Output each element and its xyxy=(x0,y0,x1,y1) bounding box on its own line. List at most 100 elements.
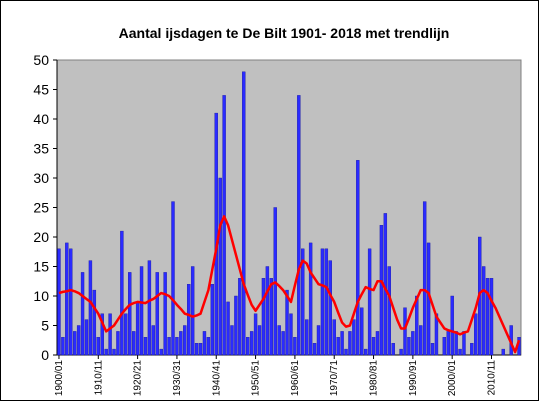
bar xyxy=(108,313,112,356)
bar xyxy=(151,325,156,356)
bar xyxy=(159,348,163,356)
bar xyxy=(120,230,124,356)
bar xyxy=(363,348,368,356)
bar xyxy=(143,337,148,356)
bar xyxy=(375,331,380,356)
bar xyxy=(332,319,336,356)
bar xyxy=(419,325,423,356)
bar xyxy=(371,337,376,356)
bar xyxy=(301,248,305,356)
x-tick-label: 1970/71 xyxy=(329,360,340,397)
bar xyxy=(269,278,273,356)
bar xyxy=(320,248,325,356)
y-tick-label: 35 xyxy=(33,141,49,157)
bar xyxy=(316,325,321,356)
bar xyxy=(442,337,447,356)
bar xyxy=(80,272,85,356)
bar xyxy=(226,301,230,356)
bar xyxy=(344,348,348,356)
y-tick-label: 50 xyxy=(33,52,49,68)
x-tick-label: 2010/11 xyxy=(487,360,498,396)
bar xyxy=(96,337,100,356)
bar xyxy=(139,266,144,356)
x-tick-label: 1940/41 xyxy=(211,360,222,397)
bar xyxy=(76,325,81,356)
bar xyxy=(100,313,104,356)
bar xyxy=(183,325,187,356)
bar xyxy=(360,307,364,356)
bar xyxy=(61,337,65,356)
bar xyxy=(163,272,167,356)
bar xyxy=(391,343,395,356)
bar xyxy=(249,331,254,356)
bar xyxy=(124,313,128,356)
bar xyxy=(206,337,211,356)
trend-line xyxy=(58,215,521,354)
bar xyxy=(336,337,340,356)
bar xyxy=(234,295,238,356)
bar xyxy=(57,248,61,356)
bar xyxy=(399,348,403,356)
x-tick-label: 1910/11 xyxy=(93,360,104,396)
bar xyxy=(92,289,97,356)
bar xyxy=(218,177,222,356)
bar xyxy=(253,313,258,356)
bar xyxy=(194,343,199,356)
bar xyxy=(387,266,391,356)
bar xyxy=(446,331,450,356)
bar xyxy=(155,272,159,356)
y-tick-label: 30 xyxy=(33,170,49,186)
y-tick-label: 25 xyxy=(33,200,49,216)
bar xyxy=(65,242,69,356)
bar xyxy=(348,331,352,356)
bar xyxy=(135,301,140,356)
bar xyxy=(415,295,419,356)
bar xyxy=(277,325,281,356)
bar xyxy=(293,337,297,356)
bar xyxy=(470,343,474,356)
bar xyxy=(501,348,505,356)
bar xyxy=(454,331,458,356)
y-tick-label: 20 xyxy=(33,229,49,245)
bar xyxy=(230,325,234,356)
y-tick-label: 40 xyxy=(33,111,49,127)
chart-title: Aantal ijsdagen te De Bilt 1901- 2018 me… xyxy=(119,25,450,41)
y-tick-label: 15 xyxy=(33,259,49,275)
bar xyxy=(116,331,120,356)
bar xyxy=(73,331,77,356)
y-tick-label: 10 xyxy=(33,288,49,304)
bar xyxy=(190,266,195,356)
bar xyxy=(88,260,93,356)
bar xyxy=(474,313,478,356)
bar xyxy=(246,337,250,356)
bar xyxy=(210,284,215,356)
x-tick-label: 1990/91 xyxy=(408,360,419,397)
bar xyxy=(489,278,494,356)
bar xyxy=(430,343,435,356)
y-tick-label: 0 xyxy=(41,347,49,363)
bar xyxy=(175,337,179,356)
bar xyxy=(131,331,136,356)
x-tick-label: 1950/51 xyxy=(251,360,262,397)
bar xyxy=(411,331,415,356)
x-tick-label: 1960/61 xyxy=(290,360,301,397)
bar xyxy=(462,331,466,356)
bar xyxy=(379,224,384,356)
bar xyxy=(407,337,411,356)
bar xyxy=(112,348,116,356)
bar xyxy=(328,260,332,356)
bar xyxy=(238,278,242,356)
bar xyxy=(261,278,266,356)
bar xyxy=(485,278,490,356)
x-tick-label: 2000/01 xyxy=(447,360,458,397)
bar xyxy=(340,331,344,356)
bar xyxy=(450,295,454,356)
bar xyxy=(128,272,132,356)
plot-area xyxy=(56,59,522,356)
bar xyxy=(84,319,89,356)
bar xyxy=(179,331,183,356)
bar xyxy=(281,331,285,356)
bar xyxy=(214,112,218,356)
bar xyxy=(69,248,73,356)
